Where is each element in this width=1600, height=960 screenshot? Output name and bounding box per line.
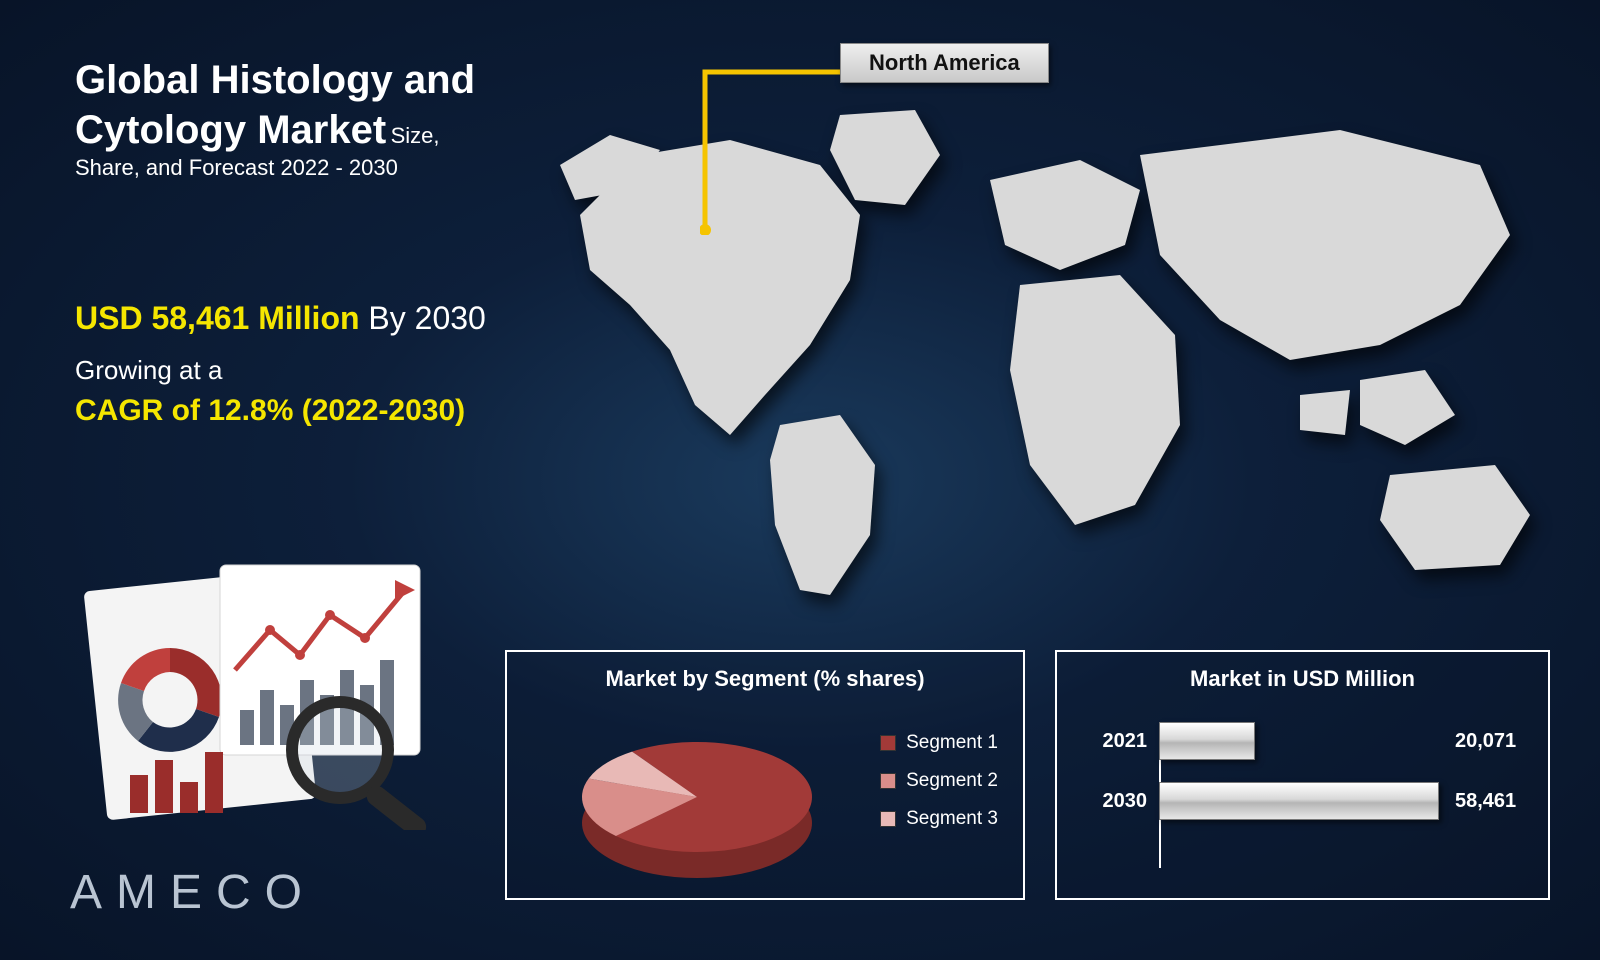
brand-logo: AMECO xyxy=(70,865,316,920)
bar-chart-title: Market in USD Million xyxy=(1057,666,1548,692)
bar-fill xyxy=(1159,722,1255,760)
title-line2-wrap: Cytology Market Size, Share, and Forecas… xyxy=(75,105,495,181)
region-callout: North America xyxy=(840,43,1049,83)
title-line1: Global Histology and xyxy=(75,55,495,105)
pie-chart-title: Market by Segment (% shares) xyxy=(507,666,1023,692)
stat-value-row: USD 58,461 Million By 2030 xyxy=(75,300,486,337)
bar-fill xyxy=(1159,782,1439,820)
pie-chart-panel: Market by Segment (% shares) Segment 1Se… xyxy=(505,650,1025,900)
bar-rail xyxy=(1159,722,1439,760)
legend-swatch-icon xyxy=(880,811,896,827)
legend-item: Segment 2 xyxy=(880,770,998,792)
bar-value-label: 58,461 xyxy=(1455,790,1516,813)
title-line2: Cytology Market xyxy=(75,108,386,152)
legend-item: Segment 1 xyxy=(880,732,998,754)
report-graphic-icon xyxy=(75,560,445,830)
bar-row: 2030 58,461 xyxy=(1087,782,1518,820)
world-map: North America xyxy=(520,40,1560,600)
legend-item: Segment 3 xyxy=(880,808,998,830)
bar-year-label: 2021 xyxy=(1087,730,1147,753)
stats-block: USD 58,461 Million By 2030 Growing at a … xyxy=(75,300,486,428)
market-by-year: By 2030 xyxy=(360,300,486,336)
bar-year-label: 2030 xyxy=(1087,790,1147,813)
legend-label: Segment 2 xyxy=(906,770,998,792)
title-block: Global Histology and Cytology Market Siz… xyxy=(75,55,495,181)
market-value: USD 58,461 Million xyxy=(75,300,360,336)
legend-label: Segment 3 xyxy=(906,808,998,830)
bar-chart-panel: Market in USD Million 2021 20,071 2030 58,4… xyxy=(1055,650,1550,900)
bar-value-label: 20,071 xyxy=(1455,730,1516,753)
legend-swatch-icon xyxy=(880,773,896,789)
pie-chart xyxy=(567,722,827,882)
bar-row: 2021 20,071 xyxy=(1087,722,1518,760)
pie-legend: Segment 1 Segment 2 Segment 3 xyxy=(880,732,998,846)
bar-chart: 2021 20,071 2030 58,461 xyxy=(1087,722,1518,868)
legend-swatch-icon xyxy=(880,735,896,751)
legend-label: Segment 1 xyxy=(906,732,998,754)
bar-rail xyxy=(1159,782,1439,820)
world-map-svg xyxy=(520,95,1560,615)
cagr-value: CAGR of 12.8% (2022-2030) xyxy=(75,394,486,428)
growing-label: Growing at a xyxy=(75,355,486,386)
